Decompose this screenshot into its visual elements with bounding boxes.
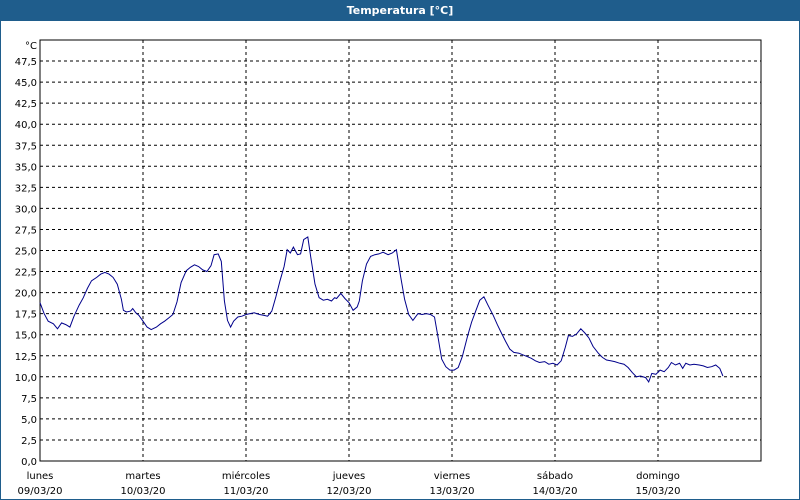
x-tick-date-label: 09/03/20 [18, 486, 63, 497]
y-tick-label: 32,5 [15, 183, 37, 194]
x-tick-day-label: viernes [434, 471, 470, 482]
x-tick-day-label: jueves [332, 471, 366, 482]
y-tick-label: 42,5 [15, 99, 37, 110]
y-tick-label: 5,0 [21, 415, 37, 426]
y-tick-label: 40,0 [15, 120, 37, 131]
y-tick-label: 12,5 [15, 352, 37, 363]
y-tick-label: 20,0 [15, 289, 37, 300]
x-tick-day-label: domingo [636, 471, 680, 482]
y-tick-label: 17,5 [15, 310, 37, 321]
x-axis: lunes 09/03/20 martes 10/03/20 miércoles 11/0… [18, 470, 681, 497]
grid-lines [40, 40, 761, 461]
y-tick-label: 45,0 [15, 78, 37, 89]
y-tick-label: 25,0 [15, 247, 37, 258]
x-tick-date-label: 14/03/20 [533, 486, 578, 497]
y-tick-label: 15,0 [15, 331, 37, 342]
y-tick-label: 47,5 [15, 57, 37, 68]
x-tick-date-label: 13/03/20 [430, 486, 475, 497]
y-tick-label: 35,0 [15, 162, 37, 173]
y-tick-label: 30,0 [15, 204, 37, 215]
y-tick-label: 37,5 [15, 141, 37, 152]
y-axis: °C 0,0 2,5 5,0 7,5 10,0 12,5 15,0 17,5 20,0 22,5 2… [15, 41, 37, 468]
chart-title: Temperatura [°C] [1, 1, 799, 21]
y-tick-label: 2,5 [21, 436, 37, 447]
x-tick-date-label: 10/03/20 [121, 486, 166, 497]
x-tick-date-label: 15/03/20 [636, 486, 681, 497]
y-tick-label: 7,5 [21, 394, 37, 405]
x-tick-date-label: 11/03/20 [224, 486, 269, 497]
x-tick-day-label: miércoles [222, 470, 270, 482]
y-tick-label: 27,5 [15, 225, 37, 236]
y-tick-label: 10,0 [15, 373, 37, 384]
y-tick-label: 0,0 [21, 457, 37, 468]
x-tick-day-label: martes [125, 471, 160, 482]
y-tick-label: 22,5 [15, 268, 37, 279]
x-tick-day-label: lunes [27, 471, 54, 482]
x-tick-date-label: 12/03/20 [327, 486, 372, 497]
x-tick-day-label: sábado [537, 470, 573, 482]
temperature-series-line [39, 236, 724, 383]
y-axis-unit: °C [25, 41, 37, 52]
